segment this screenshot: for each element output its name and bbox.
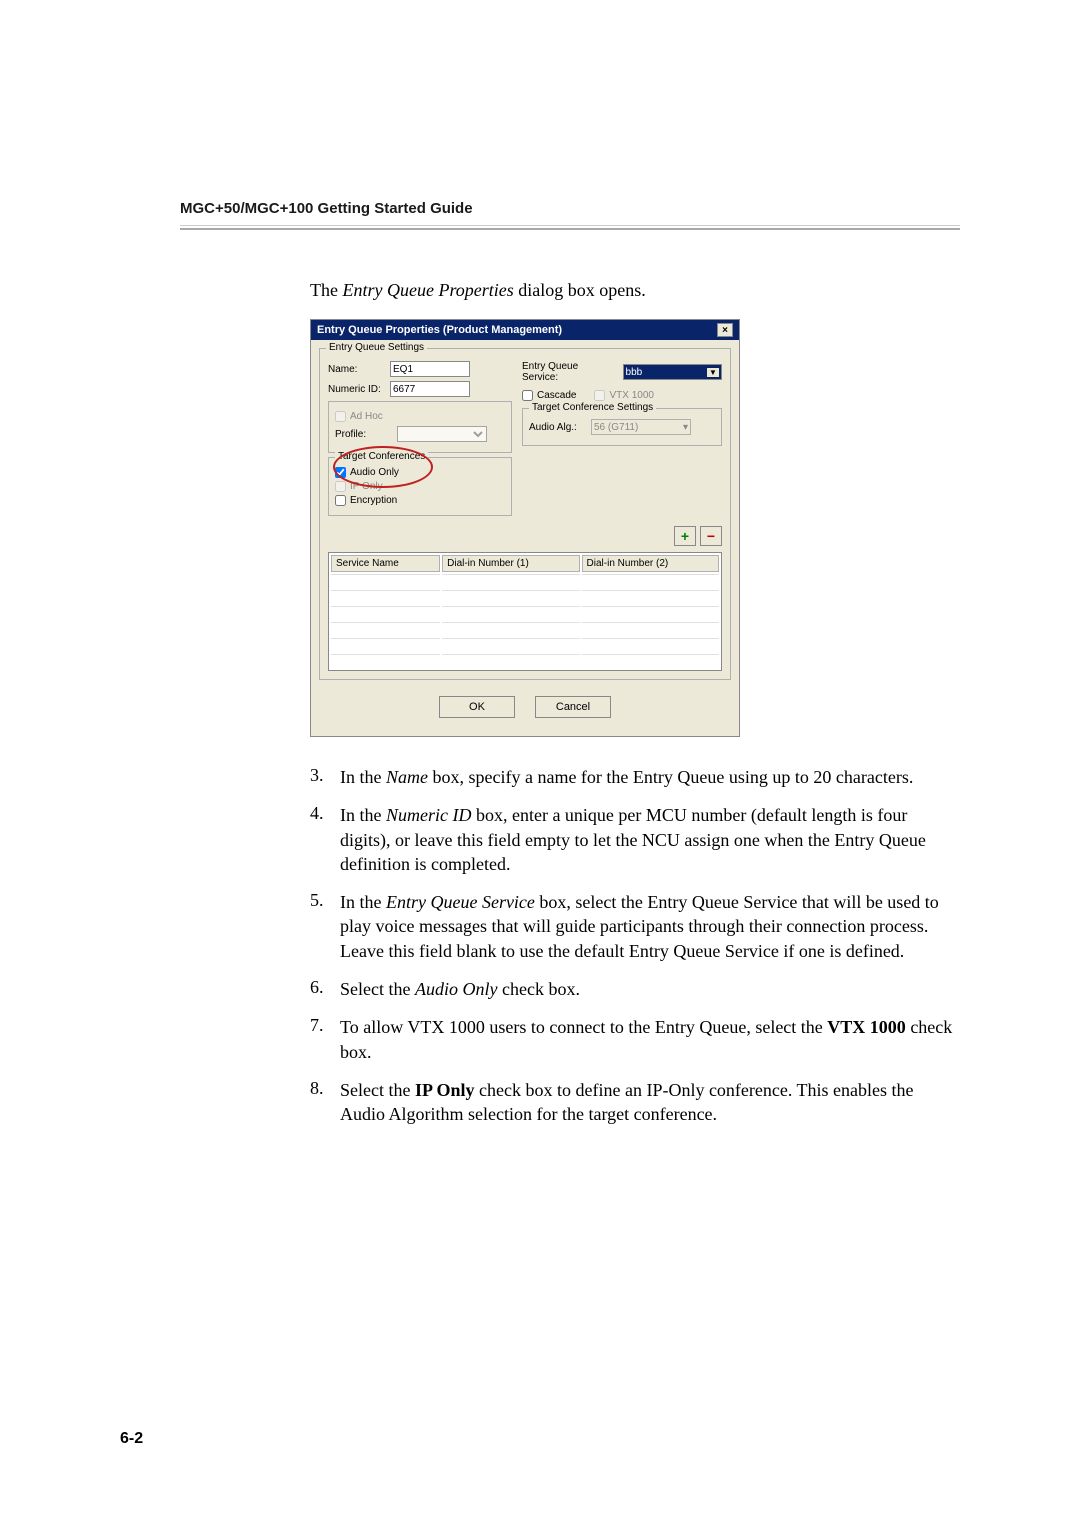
audio-only-label: Audio Only	[350, 467, 399, 478]
adhoc-group: Ad Hoc Profile:	[328, 401, 512, 453]
table-row[interactable]	[331, 654, 719, 668]
step-num: 8.	[310, 1078, 340, 1127]
audio-alg-select[interactable]: 56 (G711) ▾	[591, 419, 691, 435]
step-text: To allow VTX 1000 users to connect to th…	[340, 1015, 960, 1064]
service-table: Service Name Dial-in Number (1) Dial-in …	[328, 552, 722, 671]
remove-button[interactable]: −	[700, 526, 722, 546]
target-settings-group: Target Conference Settings Audio Alg.: 5…	[522, 408, 722, 446]
table-row[interactable]	[331, 638, 719, 652]
table-row[interactable]	[331, 606, 719, 620]
step-text: In the Entry Queue Service box, select t…	[340, 890, 960, 963]
eq-service-value: bbb	[626, 367, 643, 378]
intro-italic: Entry Queue Properties	[342, 280, 513, 300]
intro-prefix: The	[310, 280, 342, 300]
dialog-titlebar: Entry Queue Properties (Product Manageme…	[311, 320, 739, 340]
col-dialin-1[interactable]: Dial-in Number (1)	[442, 555, 579, 572]
target-settings-legend: Target Conference Settings	[529, 402, 656, 413]
intro-text: The Entry Queue Properties dialog box op…	[310, 280, 960, 301]
table-row[interactable]	[331, 622, 719, 636]
close-icon[interactable]: ×	[717, 323, 733, 337]
audio-alg-label: Audio Alg.:	[529, 422, 585, 433]
ip-only-checkbox[interactable]	[335, 481, 346, 492]
chevron-down-icon: ▼	[707, 368, 719, 377]
entry-queue-dialog: Entry Queue Properties (Product Manageme…	[310, 319, 740, 737]
step-5: 5. In the Entry Queue Service box, selec…	[310, 890, 960, 963]
step-3: 3. In the Name box, specify a name for t…	[310, 765, 960, 789]
step-text: Select the IP Only check box to define a…	[340, 1078, 960, 1127]
steps-list: 3. In the Name box, specify a name for t…	[310, 765, 960, 1127]
cascade-checkbox[interactable]	[522, 390, 533, 401]
target-conferences-group: Target Conferences Audio Only IP Only	[328, 457, 512, 516]
step-4: 4. In the Numeric ID box, enter a unique…	[310, 803, 960, 876]
step-num: 4.	[310, 803, 340, 876]
step-num: 7.	[310, 1015, 340, 1064]
step-8: 8. Select the IP Only check box to defin…	[310, 1078, 960, 1127]
col-service-name[interactable]: Service Name	[331, 555, 440, 572]
numeric-id-label: Numeric ID:	[328, 384, 384, 395]
step-text: In the Numeric ID box, enter a unique pe…	[340, 803, 960, 876]
target-conf-legend: Target Conferences	[335, 451, 428, 462]
step-text: In the Name box, specify a name for the …	[340, 765, 913, 789]
step-7: 7. To allow VTX 1000 users to connect to…	[310, 1015, 960, 1064]
chevron-down-icon: ▾	[683, 422, 688, 433]
add-button[interactable]: +	[674, 526, 696, 546]
header-separator	[180, 228, 960, 230]
cancel-button[interactable]: Cancel	[535, 696, 611, 718]
vtx-label: VTX 1000	[609, 390, 653, 401]
profile-select[interactable]	[397, 426, 487, 442]
col-dialin-2[interactable]: Dial-in Number (2)	[582, 555, 719, 572]
entry-queue-settings-group: Entry Queue Settings Name: Numeric ID:	[319, 348, 731, 680]
encryption-label: Encryption	[350, 495, 397, 506]
step-6: 6. Select the Audio Only check box.	[310, 977, 960, 1001]
page-number: 6-2	[120, 1430, 143, 1448]
header-guide-title: MGC+50/MGC+100 Getting Started Guide	[180, 200, 960, 217]
eqs-legend: Entry Queue Settings	[326, 342, 427, 353]
profile-label: Profile:	[335, 429, 391, 440]
audio-only-checkbox[interactable]	[335, 467, 346, 478]
step-text: Select the Audio Only check box.	[340, 977, 580, 1001]
adhoc-label: Ad Hoc	[350, 411, 383, 422]
table-row[interactable]	[331, 574, 719, 588]
intro-suffix: dialog box opens.	[514, 280, 646, 300]
step-num: 3.	[310, 765, 340, 789]
table-row[interactable]	[331, 590, 719, 604]
numeric-id-input[interactable]	[390, 381, 470, 397]
audio-alg-value: 56 (G711)	[594, 422, 638, 433]
step-num: 5.	[310, 890, 340, 963]
eqs-label: Entry Queue Service:	[522, 361, 617, 383]
adhoc-checkbox[interactable]	[335, 411, 346, 422]
cascade-label: Cascade	[537, 390, 576, 401]
step-num: 6.	[310, 977, 340, 1001]
name-input[interactable]	[390, 361, 470, 377]
header-separator-light	[180, 225, 960, 226]
eq-service-select[interactable]: bbb ▼	[623, 364, 722, 380]
encryption-checkbox[interactable]	[335, 495, 346, 506]
dialog-title-text: Entry Queue Properties (Product Manageme…	[317, 324, 562, 336]
ip-only-label: IP Only	[350, 481, 383, 492]
name-label: Name:	[328, 364, 384, 375]
vtx-checkbox[interactable]	[594, 390, 605, 401]
ok-button[interactable]: OK	[439, 696, 515, 718]
